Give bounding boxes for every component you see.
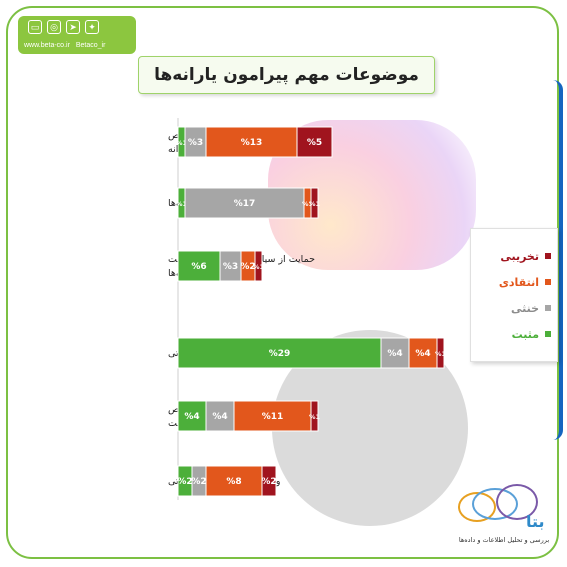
- data-label: %17: [234, 199, 256, 209]
- data-label: %1: [176, 200, 188, 208]
- data-label: %4: [184, 412, 199, 422]
- bar-segment-destructive: [310, 187, 319, 219]
- legend-item-destructive: تخریبی: [479, 247, 551, 265]
- bar-segment-positive: [177, 400, 207, 432]
- bar-segment-destructive: [254, 250, 263, 282]
- data-label: %5: [307, 138, 322, 148]
- handle-link[interactable]: Betaco_ir: [75, 42, 106, 49]
- legend-label: خنثی: [510, 301, 539, 315]
- bar-segment-neutral: [184, 187, 305, 219]
- bar-segment-destructive: [261, 465, 277, 497]
- social-icons: ▭ ◎ ➤ ✦: [28, 20, 99, 34]
- legend-item-positive: مثبت: [479, 325, 551, 343]
- bar-segment-critical: [408, 337, 438, 369]
- legend-item-neutral: خنثی: [479, 299, 551, 317]
- data-label: %1: [302, 200, 314, 208]
- legend-swatch: [545, 253, 551, 259]
- data-label: %2: [191, 477, 206, 487]
- data-label: %2: [261, 477, 276, 487]
- chart-title: موضوعات مهم پیرامون یارانه‌ها: [154, 65, 419, 85]
- legend-swatch: [545, 305, 551, 311]
- data-label: %8: [226, 477, 241, 487]
- data-label: %1: [309, 200, 321, 208]
- bar-segment-positive: [177, 337, 382, 369]
- instagram-icon[interactable]: ◎: [47, 20, 61, 34]
- web-icon[interactable]: ▭: [28, 20, 42, 34]
- data-label: %13: [241, 138, 263, 148]
- logo-ring-icon: [496, 484, 538, 520]
- website-link[interactable]: www.beta-co.ir: [24, 42, 70, 49]
- bar-segment-critical: [205, 126, 298, 158]
- brand-logo: بتا بررسی و تحلیل اطلاعات و داده‌ها: [452, 478, 558, 552]
- data-label: %1: [435, 350, 447, 358]
- data-label: %2: [177, 477, 192, 487]
- frame-accent: [553, 80, 563, 440]
- bar-segment-positive: [177, 250, 221, 282]
- data-label: %29: [269, 349, 291, 359]
- brand-tagline: بررسی و تحلیل اطلاعات و داده‌ها: [458, 536, 550, 544]
- twitter-icon[interactable]: ✦: [85, 20, 99, 34]
- bar-segment-critical: [233, 400, 312, 432]
- legend-label: تخریبی: [500, 249, 539, 263]
- data-label: %4: [387, 349, 402, 359]
- data-label: %4: [415, 349, 430, 359]
- legend-label: انتقادی: [498, 275, 539, 289]
- data-label: %3: [223, 262, 238, 272]
- data-label: %1: [309, 413, 321, 421]
- legend-swatch: [545, 331, 551, 337]
- social-header: ▭ ◎ ➤ ✦ www.beta-co.ir Betaco_ir: [18, 16, 136, 54]
- chart-legend: تخریبی انتقادی خنثی مثبت: [470, 228, 558, 362]
- legend-label: مثبت: [511, 327, 539, 341]
- data-label: %11: [262, 412, 284, 422]
- bar-segment-destructive: [310, 400, 319, 432]
- bar-segment-neutral: [380, 337, 410, 369]
- chart-title-box: موضوعات مهم پیرامون یارانه‌ها: [138, 56, 435, 94]
- data-label: %1: [253, 263, 265, 271]
- bar-segment-destructive: [436, 337, 445, 369]
- data-label: %3: [188, 138, 203, 148]
- data-label: %1: [176, 139, 188, 147]
- brand-name: بتا: [526, 512, 545, 531]
- header-links: www.beta-co.ir Betaco_ir: [24, 42, 105, 49]
- legend-item-critical: انتقادی: [479, 273, 551, 291]
- page-frame: [6, 6, 559, 559]
- data-label: %2: [240, 262, 255, 272]
- data-label: %4: [212, 412, 227, 422]
- bar-segment-destructive: [296, 126, 333, 158]
- telegram-icon[interactable]: ➤: [66, 20, 80, 34]
- legend-swatch: [545, 279, 551, 285]
- data-label: %6: [191, 262, 206, 272]
